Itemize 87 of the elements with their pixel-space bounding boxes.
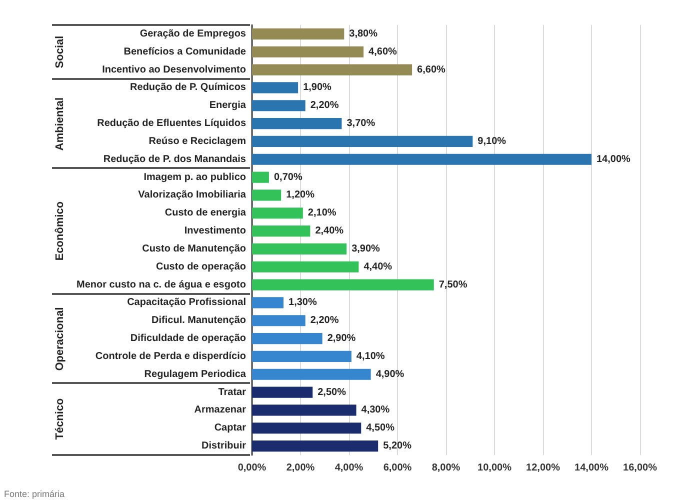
bar xyxy=(252,82,298,94)
y-tick-label: Custo de Manutenção xyxy=(142,243,246,254)
x-tick-label: 16,00% xyxy=(623,462,658,474)
bar xyxy=(252,422,362,434)
bar xyxy=(252,386,313,398)
y-tick-label: Valorização Imobiliaria xyxy=(138,190,246,201)
bar xyxy=(252,28,344,40)
y-tick-label: Dificuldade de operação xyxy=(130,333,246,344)
bar xyxy=(252,297,284,308)
data-label: 4,60% xyxy=(368,46,398,58)
bar xyxy=(252,118,342,130)
data-label: 0,70% xyxy=(274,172,302,183)
data-label: 3,70% xyxy=(346,118,376,130)
x-tick-label: 6,00% xyxy=(383,462,412,474)
bar xyxy=(252,350,352,362)
bar xyxy=(252,261,359,272)
data-label: 3,80% xyxy=(349,28,378,40)
data-label: 7,50% xyxy=(438,279,468,290)
bar xyxy=(252,315,306,326)
bar xyxy=(252,225,310,237)
data-label: 4,90% xyxy=(376,368,404,380)
x-tick-label: 0,00% xyxy=(238,462,266,474)
data-label: 2,20% xyxy=(310,315,339,326)
bar xyxy=(252,154,592,165)
bar xyxy=(252,136,473,148)
y-tick-label: Custo de energia xyxy=(164,208,246,219)
bar xyxy=(252,404,356,416)
bar xyxy=(252,46,364,58)
bar xyxy=(252,172,269,183)
bar xyxy=(252,208,303,219)
y-tick-label: Armazenar xyxy=(194,404,246,416)
y-tick-label: Redução de P. dos Manandais xyxy=(103,154,246,165)
bar xyxy=(252,190,282,201)
data-label: 1,90% xyxy=(303,82,332,94)
y-tick-label: Benefícios a Comunidade xyxy=(124,46,246,58)
y-tick-label: Capacitação Profissional xyxy=(127,297,246,308)
y-tick-label: Energia xyxy=(209,100,246,112)
data-label: 4,30% xyxy=(361,404,390,416)
y-tick-label: Redução de P. Químicos xyxy=(130,82,246,94)
bar xyxy=(252,279,434,290)
y-tick-label: Captar xyxy=(214,422,246,434)
data-label: 9,10% xyxy=(478,136,506,147)
data-label: 5,20% xyxy=(383,440,412,452)
y-tick-label: Custo de operação xyxy=(156,261,246,272)
data-label: 1,30% xyxy=(288,297,317,308)
x-tick-label: 10,00% xyxy=(478,462,512,474)
y-tick-label: Distribuir xyxy=(202,440,246,452)
bar xyxy=(252,243,347,255)
data-label: 4,10% xyxy=(356,350,385,362)
text: Ambiental xyxy=(54,96,66,150)
bar xyxy=(252,332,322,344)
y-tick-label: Regulagem Periodica xyxy=(144,368,246,380)
text: Econômico xyxy=(54,201,66,261)
data-label: 14,00% xyxy=(596,154,631,165)
y-tick-label: Tratar xyxy=(218,386,246,398)
y-tick-label: Reúso e Reciclagem xyxy=(148,136,246,147)
y-tick-label: Menor custo na c. de água e esgoto xyxy=(76,279,246,290)
data-label: 6,60% xyxy=(417,64,446,76)
y-tick-label: Incentivo ao Desenvolvimento xyxy=(102,64,246,76)
x-tick-label: 12,00% xyxy=(526,462,560,474)
x-tick-label: 14,00% xyxy=(574,462,609,474)
x-tick-label: 2,00% xyxy=(286,462,315,474)
bar xyxy=(252,440,378,452)
y-tick-label: Controle de Perda e disperdício xyxy=(95,350,246,362)
data-label: 2,90% xyxy=(327,333,356,344)
data-label: 4,50% xyxy=(366,422,395,434)
text: Operacional xyxy=(54,306,66,370)
x-tick-label: 8,00% xyxy=(432,462,460,474)
x-tick-label: 4,00% xyxy=(334,462,364,474)
data-label: 3,90% xyxy=(352,243,380,254)
source-note: Fonte: primária xyxy=(4,489,65,499)
bar xyxy=(252,100,306,112)
data-label: 2,10% xyxy=(308,208,336,219)
text: Social xyxy=(54,36,66,68)
data-label: 2,40% xyxy=(315,226,344,237)
y-tick-label: Geração de Empregos xyxy=(140,28,246,40)
data-label: 2,50% xyxy=(318,386,346,398)
y-tick-label: Investimento xyxy=(184,226,246,237)
y-tick-label: Redução de Efluentes Líquidos xyxy=(97,118,246,130)
data-label: 1,20% xyxy=(286,190,315,201)
y-tick-label: Imagem p. ao publico xyxy=(144,172,246,183)
bar xyxy=(252,368,371,380)
data-label: 2,20% xyxy=(310,100,339,112)
bar xyxy=(252,64,412,76)
data-label: 4,40% xyxy=(364,261,392,272)
text: Técnico xyxy=(54,398,66,440)
y-tick-label: Dificul. Manutenção xyxy=(152,315,246,326)
